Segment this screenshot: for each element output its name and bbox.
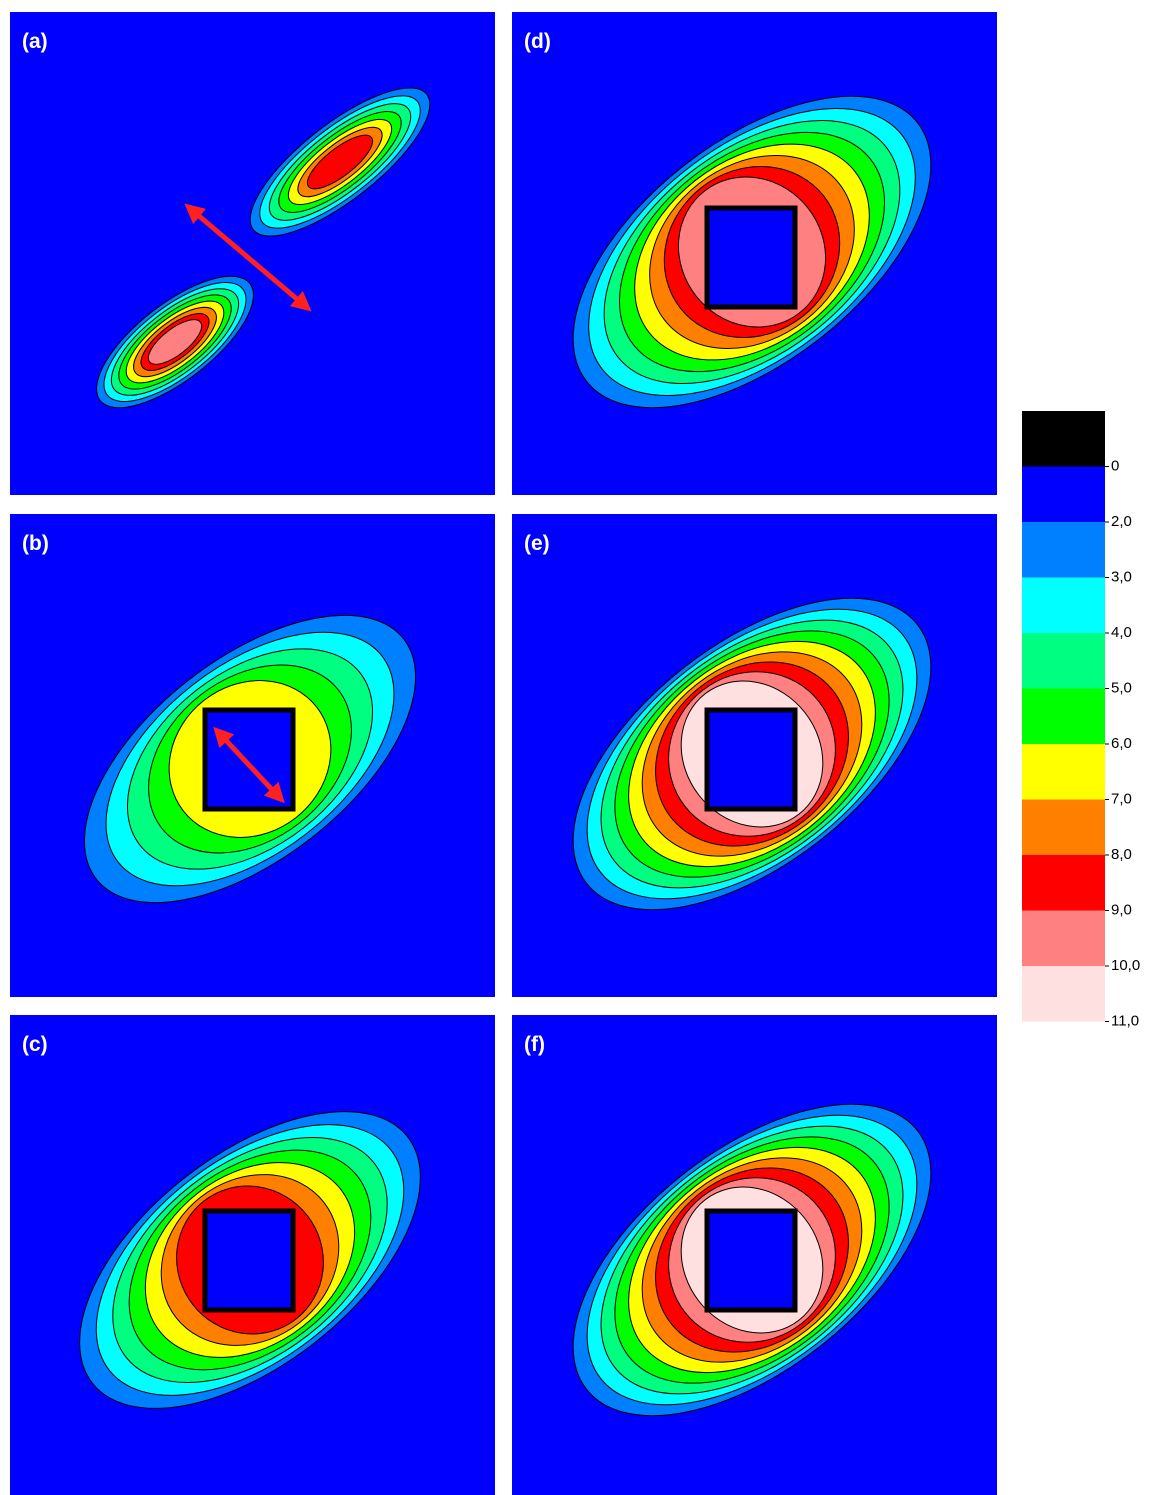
obstacle bbox=[205, 710, 293, 809]
colorbar-label: 0 bbox=[1111, 457, 1119, 474]
colorbar-band bbox=[1022, 578, 1105, 634]
colorbar-band bbox=[1022, 467, 1105, 523]
colorbar-label: 5,0 bbox=[1111, 679, 1132, 696]
obstacle bbox=[205, 1211, 293, 1310]
colorbar-label: 8,0 bbox=[1111, 846, 1132, 863]
colorbar-band bbox=[1022, 689, 1105, 745]
contour-panel: (c) bbox=[10, 1015, 495, 1495]
colorbar-band bbox=[1022, 800, 1105, 856]
panel-label: (e) bbox=[524, 532, 550, 555]
colorbar-label: 6,0 bbox=[1111, 735, 1132, 752]
obstacle bbox=[707, 208, 795, 307]
colorbar-label: 9,0 bbox=[1111, 901, 1132, 918]
obstacle bbox=[707, 1211, 795, 1310]
colorbar-band bbox=[1022, 855, 1105, 911]
contour-panel: (a) bbox=[10, 12, 495, 495]
colorbar-band bbox=[1022, 744, 1105, 800]
colorbar-band bbox=[1022, 411, 1105, 467]
page: {"panels": [{"label": "(a)"}, {"label": … bbox=[0, 0, 1150, 1495]
colorbar-label: 2,0 bbox=[1111, 513, 1132, 530]
panel-label: (b) bbox=[22, 532, 49, 555]
colorbar-label: 3,0 bbox=[1111, 568, 1132, 585]
panel-label: (d) bbox=[524, 30, 551, 53]
contour-panel: (d) bbox=[512, 12, 997, 495]
colorbar-label: 4,0 bbox=[1111, 624, 1132, 641]
panel-background bbox=[10, 12, 495, 495]
colorbar-label: 10,0 bbox=[1111, 957, 1140, 974]
colorbar-band bbox=[1022, 522, 1105, 578]
colorbar-band bbox=[1022, 966, 1105, 1022]
colorbar-band bbox=[1022, 633, 1105, 689]
obstacle bbox=[707, 710, 795, 809]
colorbar-label: 7,0 bbox=[1111, 790, 1132, 807]
panel-label: (a) bbox=[22, 30, 48, 53]
colorbar-label: 11,0 bbox=[1111, 1012, 1139, 1029]
panel-label: (f) bbox=[524, 1033, 545, 1056]
figure: (a) (b) (c) (d) (e) (f) 0 2,0 3,0 4,0 5,0 6,0 7,0 8,0… bbox=[0, 0, 1150, 1495]
contour-panel: (f) bbox=[512, 1015, 997, 1495]
contour-panel: (e) bbox=[512, 514, 997, 997]
panel-label: (c) bbox=[22, 1033, 48, 1056]
colorbar-band bbox=[1022, 911, 1105, 967]
contour-panel: (b) bbox=[10, 514, 495, 997]
